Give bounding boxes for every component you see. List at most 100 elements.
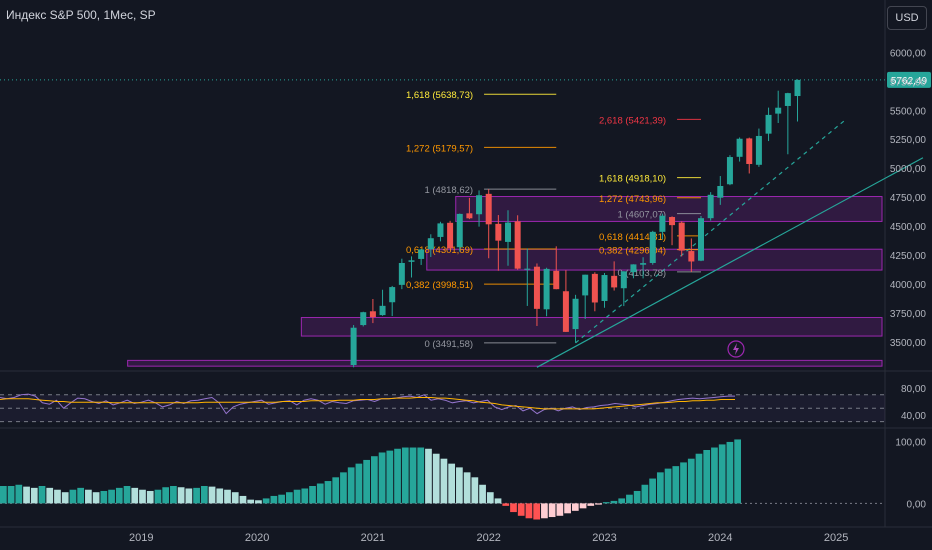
candle-body bbox=[736, 138, 743, 157]
candle bbox=[418, 248, 425, 265]
rsi-tick-label: 80,00 bbox=[901, 384, 926, 395]
rsi-moving-average bbox=[0, 397, 735, 410]
histogram-bar bbox=[285, 492, 293, 504]
candle bbox=[572, 294, 579, 343]
price-tick-label: 4500,00 bbox=[890, 222, 927, 233]
candle-body bbox=[707, 194, 714, 219]
histogram-bar bbox=[108, 489, 115, 504]
candle bbox=[524, 248, 531, 306]
histogram-tick-label: 0,00 bbox=[907, 499, 927, 510]
histogram-bar bbox=[100, 490, 108, 504]
histogram-bar bbox=[680, 462, 687, 504]
histogram-bar bbox=[556, 503, 564, 516]
histogram-bar bbox=[38, 486, 46, 504]
price-axis: 5762,49 6000,00 5750,00 5500,00 5250,00 5000,… bbox=[0, 48, 931, 349]
candle-body bbox=[659, 215, 666, 232]
price-tick-label: 5750,00 bbox=[890, 77, 927, 88]
candle-body bbox=[726, 157, 733, 185]
candle-body bbox=[630, 264, 637, 273]
histogram-bar bbox=[417, 447, 425, 504]
candle-body bbox=[562, 291, 569, 332]
candle-body bbox=[543, 268, 550, 310]
histogram-bar bbox=[687, 458, 695, 504]
histogram-bar bbox=[456, 467, 463, 504]
time-tick-label: 2019 bbox=[129, 532, 153, 544]
resistance-zones bbox=[127, 196, 883, 367]
candle-body bbox=[669, 217, 676, 226]
histogram-bar bbox=[718, 444, 726, 504]
candle bbox=[485, 189, 492, 259]
histogram-bar bbox=[664, 468, 672, 504]
fib-level-label: 0 (4103,78) bbox=[617, 268, 666, 279]
candle bbox=[582, 274, 589, 319]
candle-body bbox=[620, 271, 627, 289]
histogram-bar bbox=[332, 477, 340, 504]
candle-body bbox=[533, 266, 540, 309]
histogram-bar bbox=[270, 495, 278, 504]
candle bbox=[698, 215, 704, 262]
candle-body bbox=[476, 195, 483, 215]
histogram-bar bbox=[363, 459, 370, 504]
lightning-icon-glyph bbox=[733, 343, 739, 355]
histogram-bar bbox=[494, 498, 502, 504]
resistance-zone bbox=[300, 317, 883, 337]
rsi-panel: 80,00 40,00 bbox=[0, 384, 926, 423]
histogram-bar bbox=[340, 472, 347, 504]
histogram-bar bbox=[579, 503, 587, 509]
grid bbox=[0, 0, 932, 528]
histogram-bar bbox=[162, 487, 170, 504]
candle-body bbox=[360, 312, 367, 326]
candle-body bbox=[505, 222, 511, 242]
candle-body bbox=[485, 193, 492, 225]
histogram-bar bbox=[0, 486, 7, 504]
histogram-bar bbox=[170, 486, 177, 504]
histogram-bar bbox=[571, 503, 579, 511]
candle-body bbox=[514, 221, 521, 269]
candle-body bbox=[398, 262, 405, 285]
histogram-bar bbox=[587, 503, 595, 506]
candle bbox=[591, 272, 598, 312]
histogram-bar bbox=[595, 503, 602, 505]
candle-body bbox=[369, 311, 376, 318]
candle bbox=[533, 263, 540, 326]
candle-body bbox=[389, 287, 396, 303]
histogram-bar bbox=[177, 487, 185, 504]
histogram-bar bbox=[602, 502, 610, 504]
price-tick-label: 4000,00 bbox=[890, 280, 927, 291]
candle bbox=[726, 155, 733, 186]
histogram-bar bbox=[711, 447, 718, 504]
time-tick-label: 2024 bbox=[708, 532, 732, 544]
candle bbox=[746, 137, 753, 174]
candle bbox=[659, 213, 666, 240]
fib-level-label: 0,382 (3998,51) bbox=[406, 280, 473, 291]
fib-level-label: 1,618 (5638,73) bbox=[406, 90, 473, 101]
candle bbox=[408, 256, 415, 278]
histogram-bar bbox=[146, 490, 154, 504]
fib-level-label: 0,618 (4414,81) bbox=[599, 232, 666, 243]
histogram-bar bbox=[92, 492, 100, 504]
candle bbox=[784, 92, 791, 155]
histogram-bar bbox=[355, 463, 363, 504]
resistance-zone bbox=[455, 196, 883, 222]
candle bbox=[514, 215, 521, 270]
candle bbox=[717, 176, 724, 205]
candle-body bbox=[601, 275, 608, 301]
histogram-bar bbox=[409, 447, 417, 504]
histogram-bar bbox=[564, 503, 571, 514]
candle bbox=[775, 90, 782, 123]
candle bbox=[398, 258, 405, 290]
candle bbox=[379, 289, 386, 316]
candle-body bbox=[466, 213, 473, 219]
histogram-bar bbox=[432, 453, 440, 504]
histogram-bar bbox=[386, 450, 394, 504]
candle-body bbox=[524, 268, 531, 270]
candle bbox=[640, 257, 647, 279]
histogram-bar bbox=[255, 500, 262, 504]
histogram-bar bbox=[672, 466, 680, 504]
histogram-bar bbox=[85, 489, 92, 504]
chart-title: Индекс S&P 500, 1Мес, SP bbox=[6, 8, 156, 22]
currency-button[interactable]: USD bbox=[887, 6, 927, 30]
histogram-bar bbox=[541, 503, 548, 519]
candle-body bbox=[408, 260, 415, 262]
histogram-bar bbox=[200, 486, 208, 504]
